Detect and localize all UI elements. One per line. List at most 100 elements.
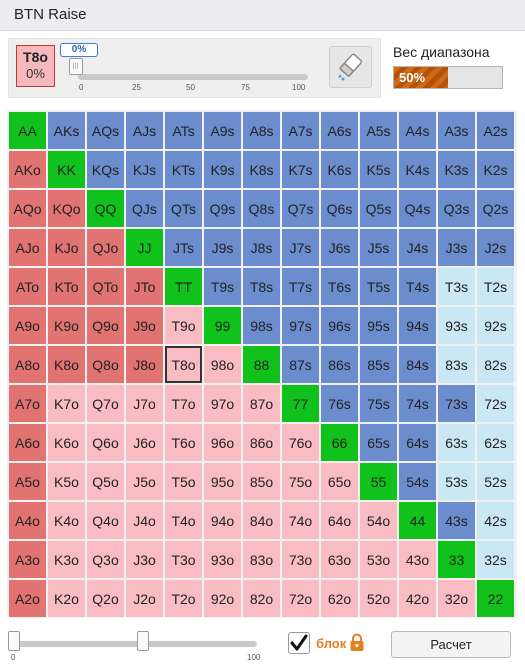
- hand-cell-K3s[interactable]: K3s: [438, 151, 475, 188]
- hand-cell-52s[interactable]: 52s: [477, 463, 514, 500]
- hand-cell-44[interactable]: 44: [399, 502, 436, 539]
- eraser-button[interactable]: [329, 46, 372, 88]
- hand-cell-88[interactable]: 88: [243, 346, 280, 383]
- hand-cell-Q4s[interactable]: Q4s: [399, 190, 436, 227]
- hand-cell-J6o[interactable]: J6o: [126, 424, 163, 461]
- hand-cell-Q7o[interactable]: Q7o: [87, 385, 124, 422]
- hand-cell-86o[interactable]: 86o: [243, 424, 280, 461]
- hand-cell-87s[interactable]: 87s: [282, 346, 319, 383]
- hand-cell-96s[interactable]: 96s: [321, 307, 358, 344]
- hand-cell-64o[interactable]: 64o: [321, 502, 358, 539]
- hand-cell-83o[interactable]: 83o: [243, 541, 280, 578]
- hand-cell-T7s[interactable]: T7s: [282, 268, 319, 305]
- hand-cell-ATo[interactable]: ATo: [9, 268, 46, 305]
- hand-cell-J2o[interactable]: J2o: [126, 580, 163, 617]
- hand-cell-53s[interactable]: 53s: [438, 463, 475, 500]
- hand-cell-J8o[interactable]: J8o: [126, 346, 163, 383]
- hand-cell-A8s[interactable]: A8s: [243, 112, 280, 149]
- hand-cell-J5s[interactable]: J5s: [360, 229, 397, 266]
- hand-cell-JJ[interactable]: JJ: [126, 229, 163, 266]
- hand-cell-T2s[interactable]: T2s: [477, 268, 514, 305]
- hand-cell-KQs[interactable]: KQs: [87, 151, 124, 188]
- hand-cell-K9s[interactable]: K9s: [204, 151, 241, 188]
- hand-cell-22[interactable]: 22: [477, 580, 514, 617]
- hand-cell-77[interactable]: 77: [282, 385, 319, 422]
- hand-cell-J7s[interactable]: J7s: [282, 229, 319, 266]
- hand-cell-QTo[interactable]: QTo: [87, 268, 124, 305]
- hand-cell-A2s[interactable]: A2s: [477, 112, 514, 149]
- hand-cell-A8o[interactable]: A8o: [9, 346, 46, 383]
- hand-cell-72s[interactable]: 72s: [477, 385, 514, 422]
- hand-cell-KJs[interactable]: KJs: [126, 151, 163, 188]
- hand-cell-98o[interactable]: 98o: [204, 346, 241, 383]
- hand-cell-62s[interactable]: 62s: [477, 424, 514, 461]
- hand-cell-92s[interactable]: 92s: [477, 307, 514, 344]
- hand-cell-A7o[interactable]: A7o: [9, 385, 46, 422]
- hand-cell-QQ[interactable]: QQ: [87, 190, 124, 227]
- hand-cell-A3o[interactable]: A3o: [9, 541, 46, 578]
- hand-cell-96o[interactable]: 96o: [204, 424, 241, 461]
- hand-cell-K9o[interactable]: K9o: [48, 307, 85, 344]
- hand-cell-T3s[interactable]: T3s: [438, 268, 475, 305]
- hand-cell-76s[interactable]: 76s: [321, 385, 358, 422]
- hand-cell-94o[interactable]: 94o: [204, 502, 241, 539]
- hand-cell-K4o[interactable]: K4o: [48, 502, 85, 539]
- hand-cell-82o[interactable]: 82o: [243, 580, 280, 617]
- hand-cell-A4s[interactable]: A4s: [399, 112, 436, 149]
- hand-cell-83s[interactable]: 83s: [438, 346, 475, 383]
- hand-cell-K2o[interactable]: K2o: [48, 580, 85, 617]
- hand-cell-KTs[interactable]: KTs: [165, 151, 202, 188]
- hand-cell-KQo[interactable]: KQo: [48, 190, 85, 227]
- hand-cell-J8s[interactable]: J8s: [243, 229, 280, 266]
- hand-cell-Q6o[interactable]: Q6o: [87, 424, 124, 461]
- hand-cell-QJo[interactable]: QJo: [87, 229, 124, 266]
- hand-cell-94s[interactable]: 94s: [399, 307, 436, 344]
- hand-cell-73o[interactable]: 73o: [282, 541, 319, 578]
- hand-cell-K5s[interactable]: K5s: [360, 151, 397, 188]
- hand-cell-A4o[interactable]: A4o: [9, 502, 46, 539]
- hand-cell-52o[interactable]: 52o: [360, 580, 397, 617]
- hand-cell-43o[interactable]: 43o: [399, 541, 436, 578]
- hand-cell-AQo[interactable]: AQo: [9, 190, 46, 227]
- hand-cell-ATs[interactable]: ATs: [165, 112, 202, 149]
- hand-cell-J5o[interactable]: J5o: [126, 463, 163, 500]
- hand-cell-AA[interactable]: AA: [9, 112, 46, 149]
- hand-cell-K2s[interactable]: K2s: [477, 151, 514, 188]
- hand-cell-JTo[interactable]: JTo: [126, 268, 163, 305]
- hand-cell-64s[interactable]: 64s: [399, 424, 436, 461]
- hand-cell-33[interactable]: 33: [438, 541, 475, 578]
- bottom-range-slider-thumb-low[interactable]: [8, 631, 20, 651]
- hand-cell-T8s[interactable]: T8s: [243, 268, 280, 305]
- hand-cell-A9o[interactable]: A9o: [9, 307, 46, 344]
- hand-cell-K3o[interactable]: K3o: [48, 541, 85, 578]
- hand-cell-98s[interactable]: 98s: [243, 307, 280, 344]
- hand-cell-J4s[interactable]: J4s: [399, 229, 436, 266]
- hand-cell-A2o[interactable]: A2o: [9, 580, 46, 617]
- hand-cell-T8o[interactable]: T8o: [165, 346, 202, 383]
- hand-cell-85s[interactable]: 85s: [360, 346, 397, 383]
- hand-cell-AKo[interactable]: AKo: [9, 151, 46, 188]
- hand-cell-82s[interactable]: 82s: [477, 346, 514, 383]
- hand-cell-T5o[interactable]: T5o: [165, 463, 202, 500]
- hand-cell-J9o[interactable]: J9o: [126, 307, 163, 344]
- hand-cell-93s[interactable]: 93s: [438, 307, 475, 344]
- hand-cell-A6s[interactable]: A6s: [321, 112, 358, 149]
- hand-cell-55[interactable]: 55: [360, 463, 397, 500]
- hand-cell-T4s[interactable]: T4s: [399, 268, 436, 305]
- hand-cell-T3o[interactable]: T3o: [165, 541, 202, 578]
- hand-cell-75s[interactable]: 75s: [360, 385, 397, 422]
- hand-cell-T9s[interactable]: T9s: [204, 268, 241, 305]
- hand-cell-Q7s[interactable]: Q7s: [282, 190, 319, 227]
- hand-cell-Q6s[interactable]: Q6s: [321, 190, 358, 227]
- hand-cell-J7o[interactable]: J7o: [126, 385, 163, 422]
- hand-cell-T6o[interactable]: T6o: [165, 424, 202, 461]
- hand-cell-A5o[interactable]: A5o: [9, 463, 46, 500]
- hand-cell-K8s[interactable]: K8s: [243, 151, 280, 188]
- hand-cell-AKs[interactable]: AKs: [48, 112, 85, 149]
- hand-cell-74o[interactable]: 74o: [282, 502, 319, 539]
- hand-cell-T2o[interactable]: T2o: [165, 580, 202, 617]
- hand-cell-T5s[interactable]: T5s: [360, 268, 397, 305]
- calculate-button[interactable]: Расчет: [391, 631, 511, 658]
- hand-cell-65s[interactable]: 65s: [360, 424, 397, 461]
- hand-cell-Q8s[interactable]: Q8s: [243, 190, 280, 227]
